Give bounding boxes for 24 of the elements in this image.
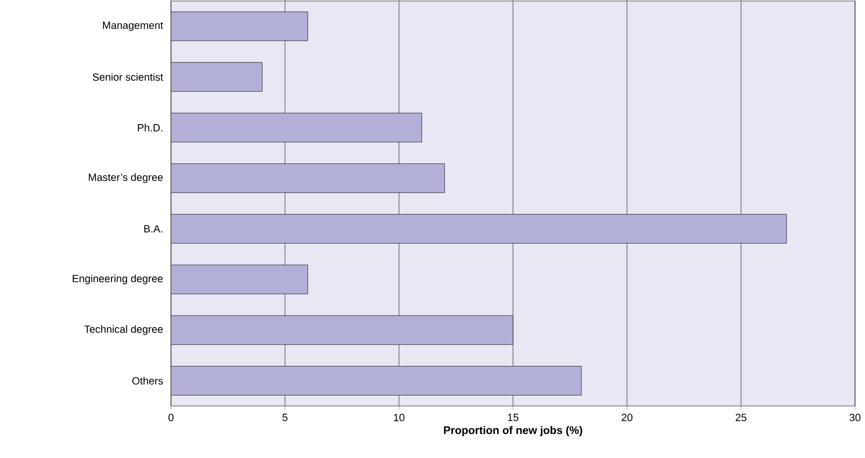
y-tick-label: Management <box>103 22 164 31</box>
x-tick-label: 25 <box>736 414 746 422</box>
bar <box>171 62 262 92</box>
bar <box>171 163 445 193</box>
y-tick-label: Others <box>132 376 163 385</box>
bar <box>171 214 787 244</box>
x-tick-label: 5 <box>282 414 288 422</box>
x-axis-title: Proportion of new jobs (%) <box>444 426 582 436</box>
y-tick-label: Ph.D. <box>138 124 162 132</box>
bar <box>171 366 582 396</box>
x-tick-label: 10 <box>394 414 404 422</box>
y-tick-label: Engineering degree <box>72 274 163 284</box>
y-tick-label: Technical degree <box>84 325 163 335</box>
bar <box>171 264 308 294</box>
x-tick-label: 15 <box>508 414 518 422</box>
y-tick-label: B.A. <box>144 225 162 232</box>
y-tick-label: Senior scientist <box>92 73 164 81</box>
x-tick-label: 30 <box>850 414 860 422</box>
x-tick-label: 0 <box>168 414 174 422</box>
y-tick-label: Master’s degree <box>88 173 163 184</box>
bar <box>171 112 422 142</box>
bar <box>171 12 308 42</box>
x-tick-label: 20 <box>622 414 632 422</box>
bar <box>171 315 514 345</box>
